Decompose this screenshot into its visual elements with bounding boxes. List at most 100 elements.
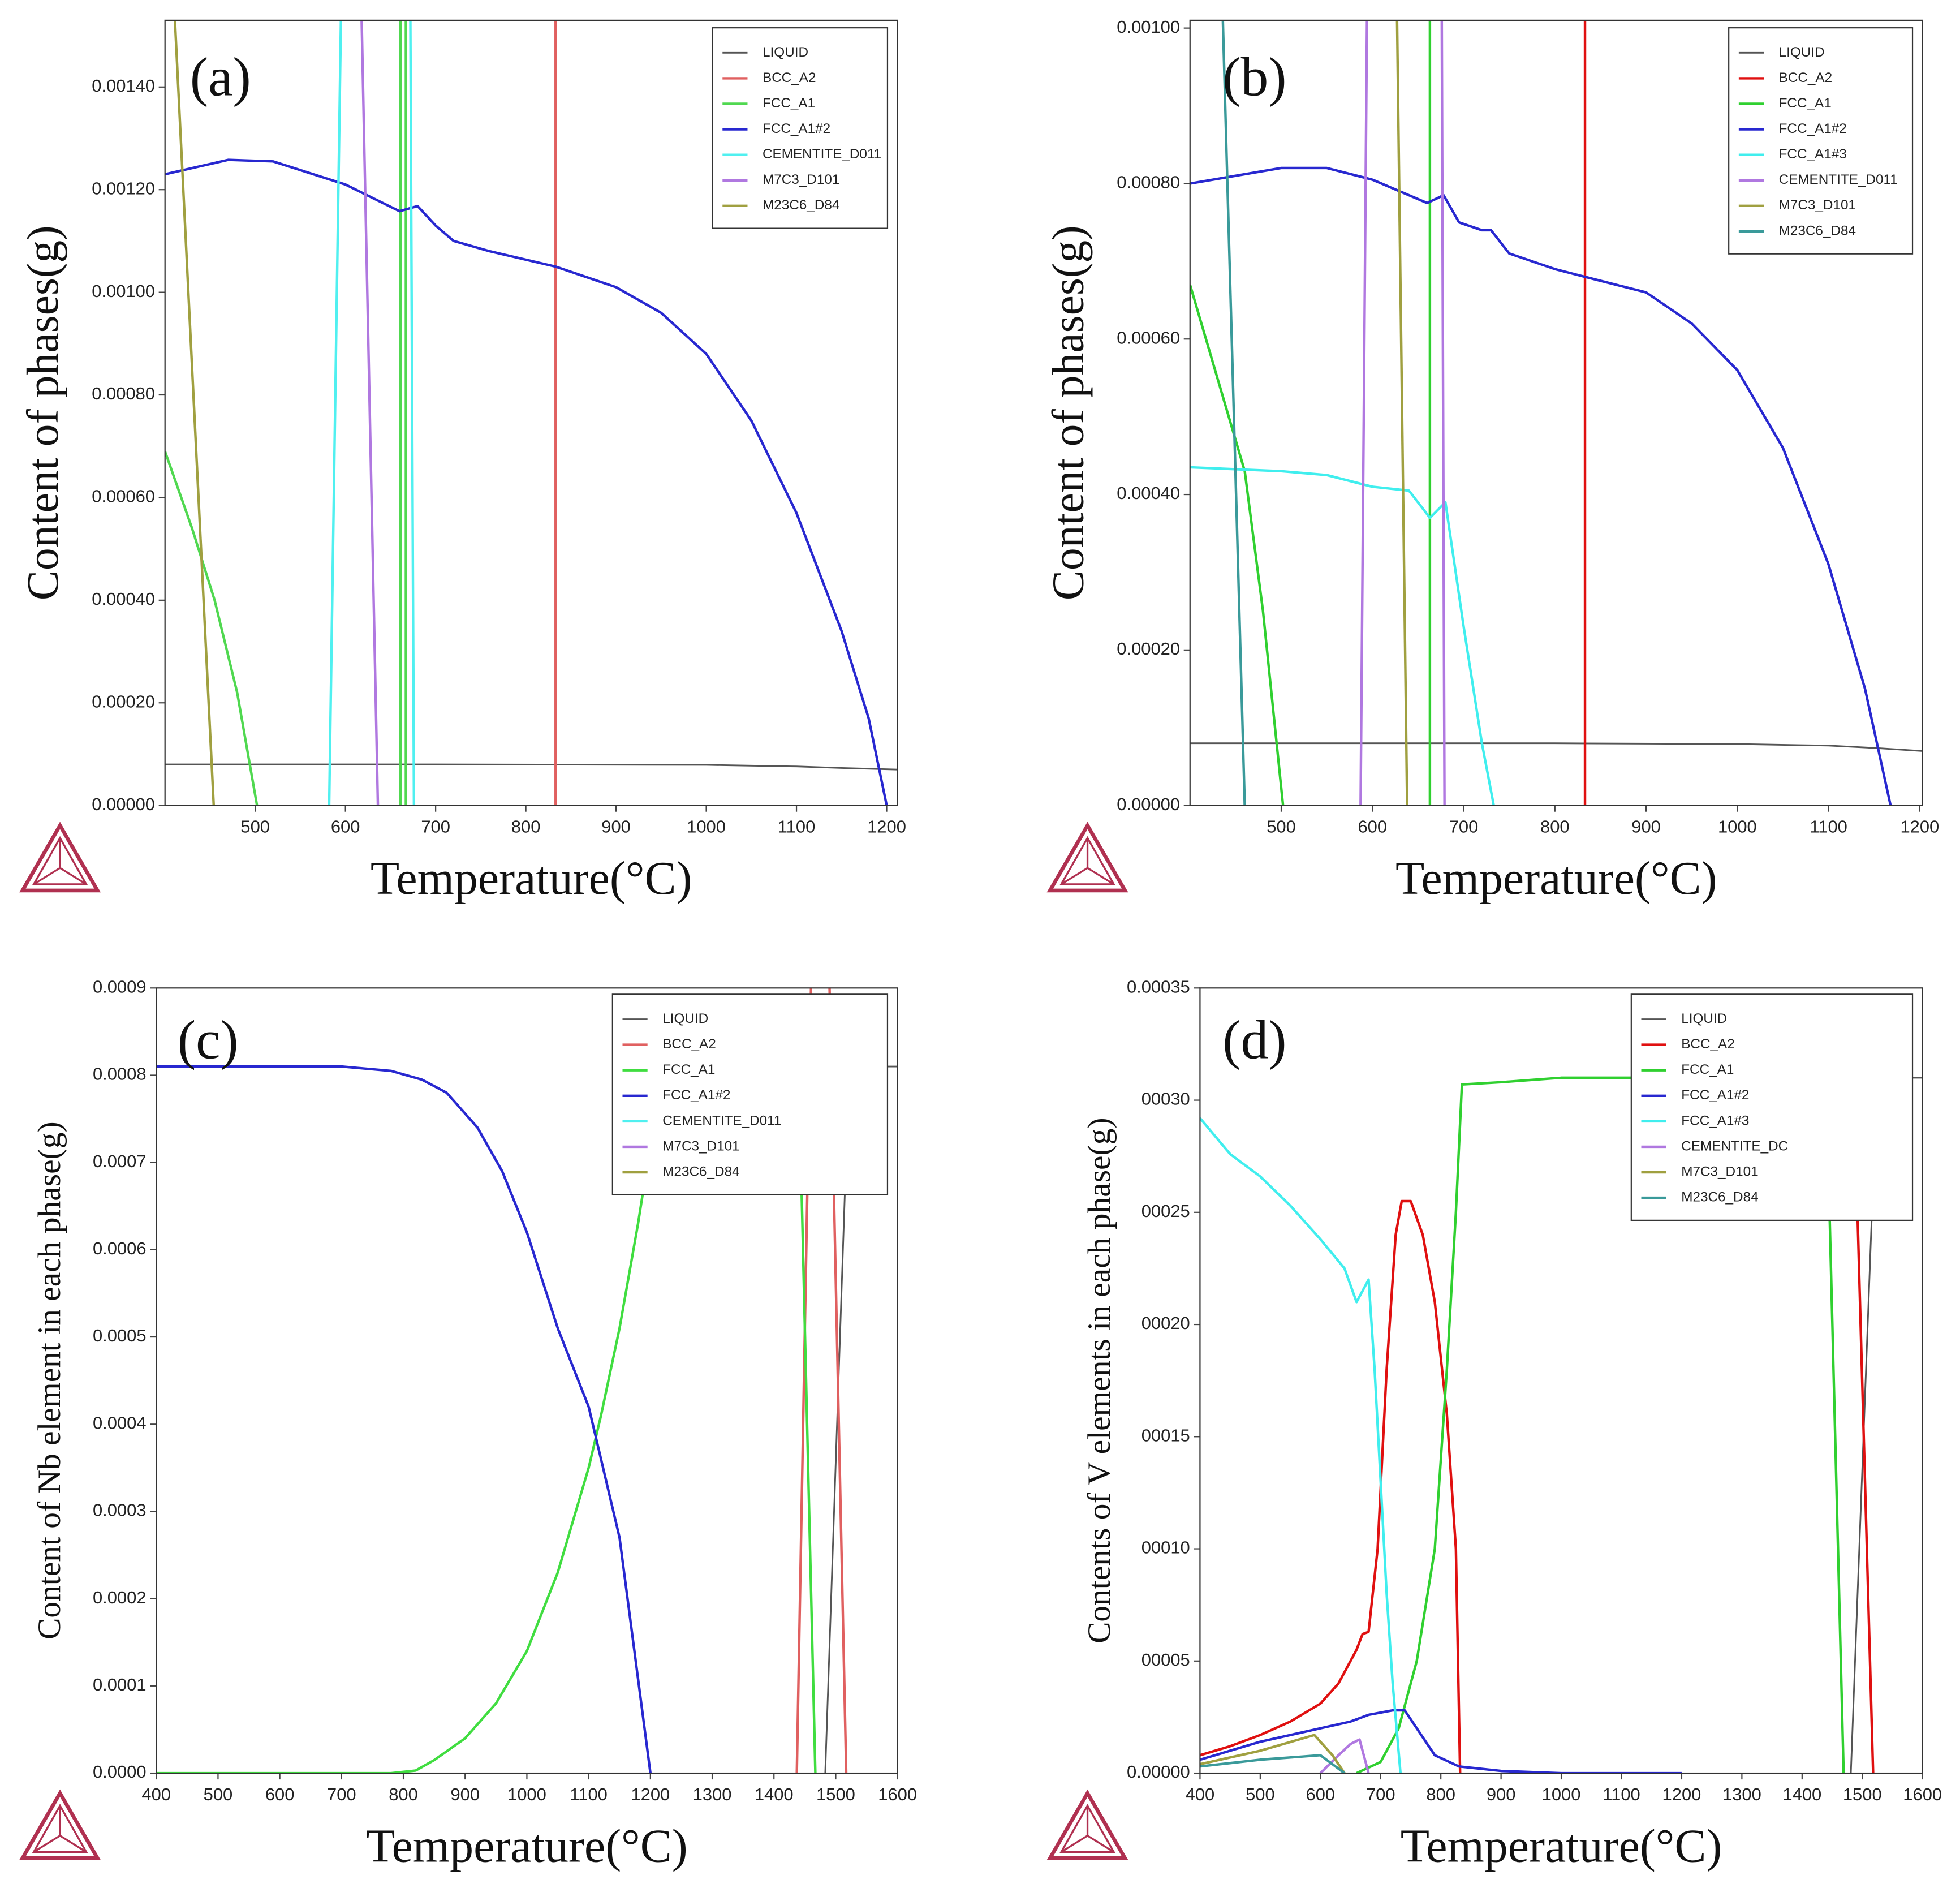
series-line <box>328 20 416 806</box>
legend-box <box>611 993 889 1195</box>
legend-label: FCC_A1#3 <box>1779 147 1847 162</box>
legend-label: FCC_A1 <box>1779 96 1832 111</box>
plot-frame <box>1189 19 1923 806</box>
x-tick-label: 1000 <box>1542 1784 1581 1804</box>
y-tick-label: 0.0005 <box>93 1326 147 1345</box>
series-line <box>1200 1117 1402 1774</box>
y-tick-label: 0.00020 <box>92 691 155 711</box>
series-line <box>174 20 216 806</box>
y-tick-label: 0.00100 <box>92 281 155 301</box>
plot <box>165 20 898 806</box>
panel-label: (d) <box>1222 1009 1286 1070</box>
x-tick-label: 900 <box>1631 817 1661 837</box>
series-line <box>1200 1734 1346 1774</box>
x-tick-label: 600 <box>1306 1784 1336 1804</box>
y-tick-label: 0.0004 <box>93 1413 147 1433</box>
x-tick-label: 700 <box>327 1784 356 1804</box>
y-tick-label: 0.00100 <box>1117 17 1180 37</box>
x-axis-label: Temperature(°C) <box>1395 852 1717 905</box>
x-tick-label: 500 <box>1267 817 1296 837</box>
y-tick-label: 0.00000 <box>1127 1762 1190 1782</box>
plot-frame <box>164 19 898 806</box>
x-tick-label: 1000 <box>1718 817 1757 837</box>
x-tick-label: 900 <box>450 1784 480 1804</box>
legend-label: FCC_A1#2 <box>1779 121 1847 136</box>
y-tick-label: 0.0003 <box>93 1500 147 1520</box>
y-tick-label: 00005 <box>1141 1650 1190 1670</box>
x-tick-label: 900 <box>1487 1784 1516 1804</box>
y-tick-label: 00015 <box>1141 1425 1190 1445</box>
y-tick-label: 0.00040 <box>92 589 155 609</box>
x-tick-label: 1000 <box>507 1784 546 1804</box>
y-tick-label: 0.00080 <box>1117 173 1180 192</box>
x-tick-label: 700 <box>1449 817 1479 837</box>
x-tick-label: 1200 <box>1662 1784 1701 1804</box>
y-axis-label: Contents of V elements in each phase(g) <box>1082 1117 1117 1643</box>
x-tick-label: 1400 <box>1782 1784 1821 1804</box>
x-tick-label: 1500 <box>1843 1784 1882 1804</box>
y-tick-label: 0.00080 <box>92 384 155 403</box>
series-line <box>1190 166 1892 806</box>
y-tick-label: 0.00000 <box>1117 794 1180 814</box>
legend-label: BCC_A2 <box>662 1036 716 1052</box>
y-tick-label: 00020 <box>1141 1313 1190 1333</box>
x-tick-label: 1000 <box>687 817 726 837</box>
x-tick-label: 400 <box>141 1784 171 1804</box>
legend-label: BCC_A2 <box>1779 70 1833 85</box>
legend-label: M23C6_D84 <box>1681 1190 1758 1205</box>
legend-label: FCC_A1 <box>763 96 815 111</box>
x-tick-label: 800 <box>389 1784 418 1804</box>
x-tick-label: 1200 <box>631 1784 670 1804</box>
series-line <box>165 158 888 806</box>
x-tick-label: 1100 <box>778 817 816 837</box>
y-tick-label: 00030 <box>1141 1089 1190 1109</box>
legend-label: FCC_A1 <box>1681 1062 1734 1077</box>
legend-box <box>1630 993 1914 1221</box>
y-tick-label: 0.0006 <box>93 1238 147 1258</box>
series-line <box>1359 20 1446 806</box>
legend-box <box>1728 27 1914 255</box>
legend-label: M7C3_D101 <box>1779 197 1856 213</box>
x-tick-label: 1500 <box>816 1784 855 1804</box>
x-axis-label: Temperature(°C) <box>366 1820 688 1872</box>
x-tick-label: 1300 <box>1722 1784 1761 1804</box>
series-line <box>1395 20 1408 806</box>
x-tick-label: 800 <box>511 817 541 837</box>
legend-label: BCC_A2 <box>763 70 816 85</box>
y-tick-label: 0.0008 <box>93 1064 147 1084</box>
x-tick-label: 1200 <box>867 817 906 837</box>
series-line <box>1190 742 1923 752</box>
legend-label: LIQUID <box>662 1011 708 1026</box>
y-tick-label: 0.0007 <box>93 1151 147 1171</box>
series-line <box>1319 1738 1370 1774</box>
legend-label: FCC_A1#2 <box>662 1087 730 1103</box>
y-tick-label: 00025 <box>1141 1201 1190 1221</box>
x-tick-label: 900 <box>601 817 631 837</box>
y-tick-label: 0.00040 <box>1117 483 1180 503</box>
panel-label: (b) <box>1222 47 1286 108</box>
y-axis-label: Content of phases(g) <box>18 225 68 600</box>
x-tick-label: 700 <box>1366 1784 1395 1804</box>
panel: 400 500 600 700 800 900 1000 1100 1200 1300 1400 15… <box>1082 977 1942 1872</box>
x-tick-label: 400 <box>1186 1784 1215 1804</box>
x-tick-label: 1600 <box>1903 1784 1942 1804</box>
legend-label: CEMENTITE_D011 <box>662 1113 781 1128</box>
series-line <box>1190 20 1432 806</box>
panel: 500 600 700 800 900 1000 1100 1200 0.00000 0.0002… <box>1043 17 1939 905</box>
plot <box>1190 20 1923 806</box>
legend-label: LIQUID <box>763 45 808 60</box>
x-tick-label: 1200 <box>1900 817 1939 837</box>
y-tick-label: 0.0002 <box>93 1588 147 1607</box>
series-line <box>1200 1199 1875 1774</box>
y-tick-label: 0.00000 <box>92 794 155 814</box>
x-tick-label: 800 <box>1540 817 1570 837</box>
series-line <box>165 763 898 771</box>
x-tick-label: 1400 <box>755 1784 794 1804</box>
legend-label: M23C6_D84 <box>662 1164 739 1179</box>
legend-label: FCC_A1#2 <box>763 121 830 136</box>
legend-label: M7C3_D101 <box>1681 1164 1758 1179</box>
legend-label: M7C3_D101 <box>662 1138 739 1154</box>
panel: 500 600 700 800 900 1000 1100 1200 0.00000 0.0002… <box>18 19 906 905</box>
y-tick-label: 0.00120 <box>92 178 155 198</box>
